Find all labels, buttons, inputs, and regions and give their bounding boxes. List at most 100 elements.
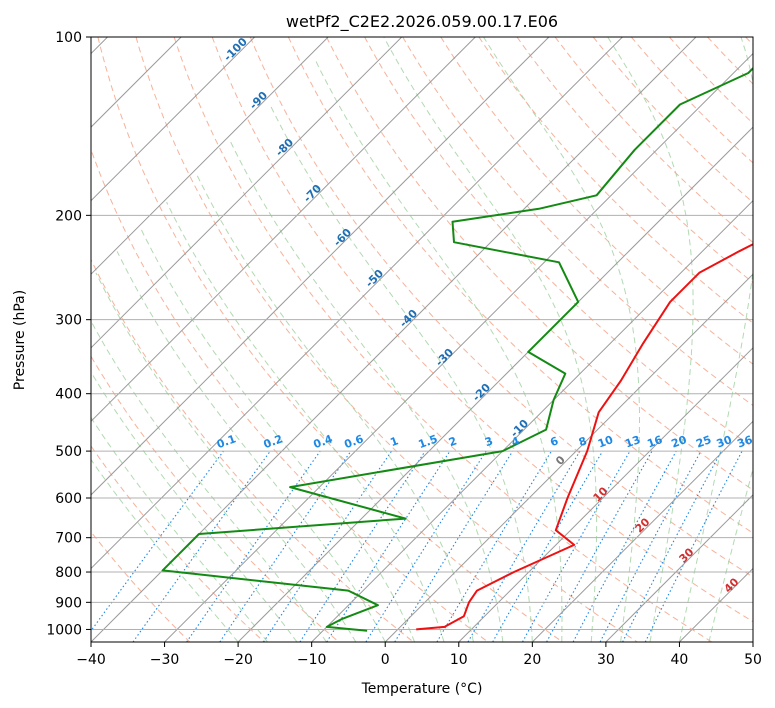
dry-adiabat-line bbox=[402, 37, 753, 407]
skew-label: -90 bbox=[247, 89, 270, 112]
y-axis-label: Pressure (hPa) bbox=[12, 290, 28, 390]
dry-adiabat-line bbox=[135, 37, 638, 642]
mixing-ratio-line bbox=[91, 450, 224, 632]
mixing-ratio-line bbox=[522, 450, 631, 642]
mixing-ratio-label: 13 bbox=[623, 433, 642, 450]
moist-adiabat-line bbox=[269, 104, 533, 642]
skew-label: -80 bbox=[273, 136, 296, 159]
moist-adiabats bbox=[91, 37, 753, 642]
dry-adiabat-line bbox=[478, 37, 753, 324]
y-tick-label: 500 bbox=[55, 444, 82, 460]
moist-adiabat-line bbox=[140, 227, 416, 642]
moist-adiabat-line bbox=[166, 201, 445, 642]
y-tick-label: 800 bbox=[55, 565, 82, 581]
mixing-ratio-line bbox=[186, 450, 321, 642]
isotherm-line bbox=[91, 37, 550, 496]
moist-adiabat-line bbox=[195, 173, 474, 642]
dry-adiabat-line bbox=[91, 258, 414, 642]
skew-label: -100 bbox=[221, 35, 250, 64]
moist-adiabat-line bbox=[678, 37, 753, 642]
mixing-ratio-line bbox=[546, 450, 653, 642]
mixing-ratio-label: 30 bbox=[715, 433, 734, 451]
isotherm-line bbox=[91, 37, 403, 349]
mixing-ratio-line bbox=[467, 450, 581, 642]
dry-adiabat-line bbox=[91, 148, 489, 642]
dry-adiabat-line bbox=[173, 37, 713, 642]
y-tick-label: 400 bbox=[55, 387, 82, 403]
mixing-ratio-line bbox=[394, 450, 514, 642]
mixing-ratio-line bbox=[219, 450, 352, 642]
mixing-ratio-label: 4 bbox=[510, 434, 522, 449]
x-tick-label: 30 bbox=[597, 652, 615, 668]
x-tick-label: 0 bbox=[381, 652, 390, 668]
isotherm-line bbox=[91, 37, 623, 570]
moist-adiabat-line bbox=[483, 37, 640, 642]
dry-adiabat-line bbox=[554, 37, 753, 244]
mixing-ratio-line bbox=[365, 450, 487, 642]
isotherm-line bbox=[237, 126, 753, 642]
mixing-ratio-line bbox=[644, 450, 743, 642]
x-axis-label: Temperature (°C) bbox=[361, 681, 483, 697]
moist-adiabat-line bbox=[91, 416, 268, 642]
sounding-traces bbox=[161, 66, 753, 632]
isotherm-line bbox=[752, 641, 753, 642]
plot-frame bbox=[90, 36, 754, 643]
mixing-ratio-label: 36 bbox=[735, 433, 754, 451]
mixing-ratio-label: 0.2 bbox=[262, 432, 285, 451]
skew-label: -20 bbox=[470, 381, 493, 404]
moist-adiabat-line bbox=[91, 458, 239, 642]
y-tick-label: 1000 bbox=[46, 622, 82, 638]
mixing-ratio-line bbox=[263, 450, 392, 642]
dry-adiabat-line bbox=[91, 531, 191, 642]
skew-label: -60 bbox=[331, 226, 354, 249]
dry-adiabat-line bbox=[97, 37, 563, 642]
moist-adiabat-line bbox=[315, 61, 563, 642]
skew-label: 20 bbox=[633, 515, 653, 535]
mixing-ratio-line bbox=[299, 450, 426, 642]
dry-adiabat-line bbox=[91, 355, 340, 642]
isotherm-line bbox=[91, 37, 329, 275]
isotherm-line bbox=[605, 494, 753, 642]
mixing-ratio-label: 16 bbox=[645, 433, 664, 451]
x-tick-label: 50 bbox=[744, 652, 762, 668]
skew-label: 30 bbox=[677, 545, 697, 565]
y-tick-label: 700 bbox=[55, 531, 82, 547]
y-tick-label: 900 bbox=[55, 595, 82, 611]
x-tick-label: −10 bbox=[297, 652, 327, 668]
isotherm-line bbox=[311, 199, 753, 642]
isotherm-line bbox=[679, 567, 753, 642]
isotherm-line bbox=[458, 347, 753, 642]
moist-adiabat-line bbox=[708, 466, 753, 642]
moist-adiabat-line bbox=[95, 272, 357, 642]
x-tick-label: −20 bbox=[223, 652, 253, 668]
skew-label: -40 bbox=[397, 307, 420, 330]
mixing-ratio-line bbox=[572, 450, 677, 642]
mixing-ratio-label: 6 bbox=[548, 434, 560, 449]
dry-adiabat-line bbox=[326, 37, 753, 491]
pressure-gridlines bbox=[91, 37, 753, 630]
dewpoint-trace bbox=[161, 66, 753, 632]
mixing-ratio-line bbox=[326, 450, 451, 642]
y-tick-label: 600 bbox=[55, 491, 82, 507]
temperature-trace bbox=[416, 243, 753, 631]
mixing-ratio-label: 2 bbox=[447, 434, 459, 449]
mixing-ratio-label: 20 bbox=[670, 433, 689, 451]
dry-adiabat-line bbox=[592, 37, 753, 204]
dry-adiabats bbox=[91, 37, 753, 642]
mixing-ratio-label: 0.1 bbox=[215, 432, 238, 451]
mixing-ratio-label: 25 bbox=[694, 433, 713, 450]
mixing-ratio-label: 0.6 bbox=[342, 432, 365, 451]
y-tick-label: 100 bbox=[55, 30, 82, 46]
dry-adiabat-line bbox=[91, 445, 265, 642]
chart-title: wetPf2_C2E2.2026.059.00.17.E06 bbox=[286, 12, 558, 32]
isotherm-line bbox=[384, 273, 753, 642]
mixing-ratio-label: 3 bbox=[483, 434, 495, 449]
x-tick-label: 40 bbox=[671, 652, 689, 668]
x-axis-ticks: −40 −30 −20 −10 0 10 20 30 40 50 bbox=[76, 642, 762, 668]
mixing-ratio-label: 8 bbox=[577, 434, 589, 449]
y-axis-ticks: 100 200 300 400 500 600 700 800 900 1000 bbox=[46, 30, 91, 638]
isotherm-line bbox=[91, 37, 476, 423]
mixing-ratio-labels: 0.1 0.2 0.4 0.6 1 1.5 2 3 4 6 8 10 13 16 20 25 30 36 bbox=[215, 432, 755, 451]
moist-adiabat-line bbox=[383, 37, 598, 642]
dry-adiabat-line bbox=[745, 37, 753, 46]
